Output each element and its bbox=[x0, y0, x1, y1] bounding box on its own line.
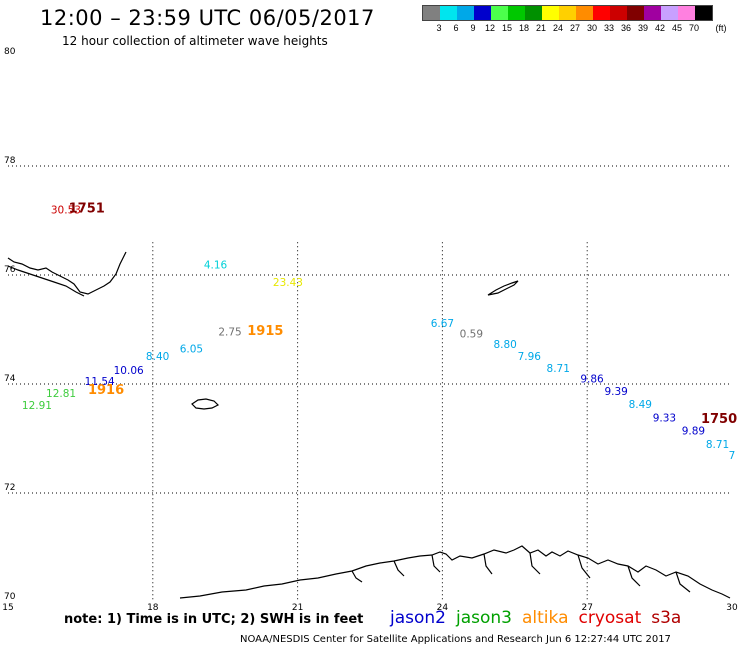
lat-tick-label: 74 bbox=[4, 374, 16, 384]
lon-tick-label: 24 bbox=[437, 603, 449, 613]
legend-tick-label: 33 bbox=[603, 23, 615, 33]
wave-height-label: 9.89 bbox=[682, 426, 705, 438]
legend-tick-label: 36 bbox=[620, 23, 632, 33]
legend-swatch bbox=[423, 6, 440, 20]
satellite-name: jason3 bbox=[456, 608, 512, 628]
axis-labels: 15 18 21 24 27 30 80 78 76 74 72 70 bbox=[2, 47, 738, 613]
wave-height-label: 7.96 bbox=[518, 351, 542, 363]
lat-tick-label: 72 bbox=[4, 483, 15, 493]
wave-height-label: 2.75 bbox=[218, 326, 241, 338]
pass-time-label: 1751 bbox=[69, 201, 105, 216]
wave-height-label: 12.91 bbox=[22, 400, 52, 412]
units-note: note: 1) Time is in UTC; 2) SWH is in fe… bbox=[64, 612, 364, 627]
wave-height-label: 30.53 bbox=[51, 204, 81, 216]
wave-height-label: 12.81 bbox=[46, 388, 76, 400]
coast-norway bbox=[179, 545, 731, 599]
legend-tick-label: 12 bbox=[484, 23, 496, 33]
lon-tick-label: 30 bbox=[726, 603, 738, 613]
legend-swatch bbox=[491, 6, 508, 20]
legend-swatch bbox=[542, 6, 559, 20]
lat-tick-label: 78 bbox=[4, 156, 16, 166]
coast-hopen bbox=[487, 280, 519, 296]
pass-time-label: 1915 bbox=[247, 324, 283, 339]
coastlines bbox=[7, 251, 731, 599]
legend-swatch bbox=[593, 6, 610, 20]
wave-height-label: 8.40 bbox=[146, 351, 169, 363]
wave-height-label: 8.80 bbox=[493, 339, 516, 351]
wave-height-label: 8.71 bbox=[547, 363, 570, 375]
color-legend: 3 6 9 12 15 18 21 24 27 30 33 36 39 42 45 70 (ft) bbox=[422, 5, 727, 35]
wave-height-label: 23.43 bbox=[273, 277, 303, 289]
wave-height-label: 10.06 bbox=[114, 365, 144, 377]
wave-height-label: 7 bbox=[729, 450, 736, 462]
lon-tick-label: 27 bbox=[581, 603, 592, 613]
coast-norway-fjords bbox=[351, 552, 691, 593]
satellite-name: s3a bbox=[651, 608, 682, 628]
wave-height-label: 6.67 bbox=[431, 318, 454, 330]
page-subtitle: 12 hour collection of altimeter wave hei… bbox=[62, 34, 328, 48]
legend-swatch bbox=[457, 6, 474, 20]
wave-height-label: 9.33 bbox=[653, 413, 676, 425]
legend-swatch bbox=[559, 6, 576, 20]
legend-tick-label: 45 bbox=[671, 23, 683, 33]
wave-height-label: 4.16 bbox=[204, 259, 228, 271]
satellite-name: jason2 bbox=[390, 608, 446, 628]
satellite-name: cryosat bbox=[578, 608, 642, 628]
satellite-name: altika bbox=[522, 608, 569, 628]
lon-tick-label: 21 bbox=[292, 603, 303, 613]
pass-time-label: 1916 bbox=[88, 383, 124, 398]
legend-tick-label: 15 bbox=[501, 23, 513, 33]
coast-svalbard-2 bbox=[7, 265, 85, 297]
coast-svalbard bbox=[7, 251, 127, 295]
legend-tick-label: 3 bbox=[436, 23, 442, 33]
legend-swatch bbox=[661, 6, 678, 20]
graticule bbox=[8, 165, 732, 602]
coast-bear-island bbox=[191, 398, 220, 410]
lon-tick-label: 18 bbox=[147, 603, 159, 613]
legend-swatch bbox=[627, 6, 644, 20]
legend-swatch bbox=[678, 6, 695, 20]
lat-tick-label: 76 bbox=[4, 265, 16, 275]
lat-tick-label: 70 bbox=[4, 592, 16, 602]
legend-swatch bbox=[440, 6, 457, 20]
legend-swatch bbox=[508, 6, 525, 20]
legend-swatch bbox=[474, 6, 491, 20]
legend-swatch bbox=[695, 6, 712, 20]
credit-line: NOAA/NESDIS Center for Satellite Applica… bbox=[240, 634, 671, 645]
wave-height-label: 6.05 bbox=[180, 343, 203, 355]
legend-ticks: 3 6 9 12 15 18 21 24 27 30 33 36 39 42 45 70 (ft) bbox=[422, 21, 726, 35]
wave-height-label: 8.71 bbox=[706, 439, 729, 451]
wave-height-label: 0.59 bbox=[460, 329, 483, 341]
lon-tick-label: 15 bbox=[2, 603, 13, 613]
wave-height-label: 11.54 bbox=[85, 376, 115, 388]
legend-swatch bbox=[610, 6, 627, 20]
legend-tick-label: 70 bbox=[688, 23, 700, 33]
wave-height-label: 8.49 bbox=[629, 399, 652, 411]
legend-tick-label: 21 bbox=[535, 23, 547, 33]
satellite-legend: jason2 jason3 altika cryosat s3a bbox=[390, 608, 691, 628]
legend-unit: (ft) bbox=[715, 23, 727, 33]
legend-swatch bbox=[644, 6, 661, 20]
legend-tick-label: 27 bbox=[569, 23, 581, 33]
legend-tick-label: 42 bbox=[654, 23, 666, 33]
wave-height-label: 9.86 bbox=[580, 373, 604, 385]
pass-time-label: 1750 bbox=[701, 412, 737, 427]
legend-swatch bbox=[525, 6, 542, 20]
wave-height-label: 9.39 bbox=[604, 386, 627, 398]
legend-tick-label: 39 bbox=[637, 23, 649, 33]
page-title: 12:00 – 23:59 UTC 06/05/2017 bbox=[40, 6, 375, 30]
legend-tick-label: 9 bbox=[470, 23, 476, 33]
legend-swatches bbox=[422, 5, 713, 21]
legend-tick-label: 30 bbox=[586, 23, 598, 33]
legend-tick-label: 18 bbox=[518, 23, 530, 33]
legend-tick-label: 6 bbox=[453, 23, 459, 33]
legend-tick-label: 24 bbox=[552, 23, 564, 33]
legend-swatch bbox=[576, 6, 593, 20]
lat-tick-label: 80 bbox=[4, 47, 16, 57]
